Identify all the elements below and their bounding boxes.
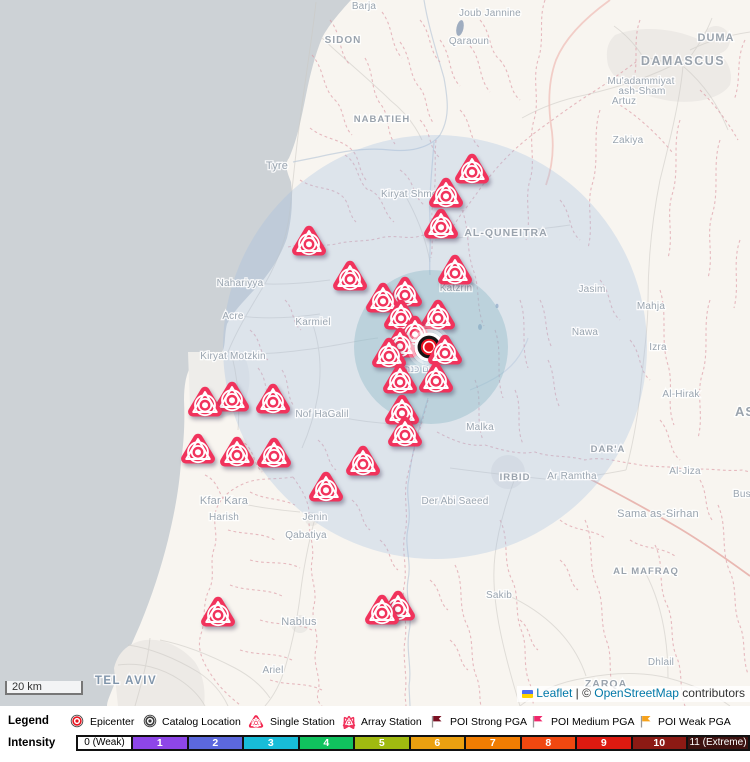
svg-text:Ar Ramtha: Ar Ramtha bbox=[547, 471, 597, 482]
svg-text:Acre: Acre bbox=[222, 311, 244, 322]
svg-text:Mahja: Mahja bbox=[637, 301, 665, 312]
svg-text:Karmiel: Karmiel bbox=[295, 317, 330, 328]
svg-text:DUMA: DUMA bbox=[698, 32, 735, 44]
svg-text:Jenin: Jenin bbox=[303, 512, 328, 523]
svg-text:SIDON: SIDON bbox=[325, 35, 362, 46]
svg-text:Kfar Kara: Kfar Kara bbox=[200, 495, 249, 507]
svg-text:Al-Hirak: Al-Hirak bbox=[662, 389, 700, 400]
svg-text:TEL AVIV: TEL AVIV bbox=[95, 675, 157, 687]
svg-text:Artuz: Artuz bbox=[612, 96, 636, 107]
svg-text:Sama as-Sirhan: Sama as-Sirhan bbox=[617, 508, 699, 520]
svg-text:Nahariyya: Nahariyya bbox=[217, 278, 264, 289]
svg-text:NABATIEH: NABATIEH bbox=[354, 114, 410, 125]
svg-text:Der Abi Saeed: Der Abi Saeed bbox=[421, 496, 488, 507]
svg-text:Nawa: Nawa bbox=[572, 327, 599, 338]
svg-text:AS-SU: AS-SU bbox=[735, 404, 750, 419]
svg-text:Al-Jiza: Al-Jiza bbox=[669, 466, 701, 477]
svg-text:Kiryat Motzkin: Kiryat Motzkin bbox=[200, 351, 266, 362]
svg-text:Izra: Izra bbox=[649, 342, 667, 353]
svg-text:Zakiya: Zakiya bbox=[613, 135, 644, 146]
svg-text:DAMASCUS: DAMASCUS bbox=[641, 54, 725, 68]
svg-text:Katzrin: Katzrin bbox=[440, 283, 473, 294]
svg-text:Busra: Busra bbox=[733, 489, 750, 500]
svg-text:Joub Jannine: Joub Jannine bbox=[459, 8, 521, 19]
svg-text:Qabatiya: Qabatiya bbox=[285, 530, 327, 541]
svg-text:DAR'A: DAR'A bbox=[591, 444, 626, 455]
svg-text:Sakib: Sakib bbox=[486, 590, 512, 601]
svg-text:Tyre: Tyre bbox=[266, 160, 288, 172]
svg-text:Barja: Barja bbox=[352, 1, 377, 12]
svg-text:Nablus: Nablus bbox=[281, 616, 317, 628]
svg-text:AL-QUNEITRA: AL-QUNEITRA bbox=[464, 227, 547, 239]
svg-text:Dhlail: Dhlail bbox=[648, 657, 674, 668]
svg-text:Mu'adammiyat: Mu'adammiyat bbox=[607, 76, 674, 87]
svg-text:Ariel: Ariel bbox=[262, 665, 283, 676]
svg-text:ash-Sham: ash-Sham bbox=[618, 86, 665, 97]
svg-text:Malka: Malka bbox=[466, 422, 494, 433]
svg-text:AL MAFRAQ: AL MAFRAQ bbox=[613, 566, 679, 577]
svg-text:Qaraoun: Qaraoun bbox=[449, 36, 489, 47]
svg-text:Harish: Harish bbox=[209, 512, 239, 523]
svg-text:Jasim: Jasim bbox=[578, 284, 605, 295]
svg-text:Nof HaGalil: Nof HaGalil bbox=[295, 409, 348, 420]
svg-text:IRBID: IRBID bbox=[500, 472, 531, 483]
